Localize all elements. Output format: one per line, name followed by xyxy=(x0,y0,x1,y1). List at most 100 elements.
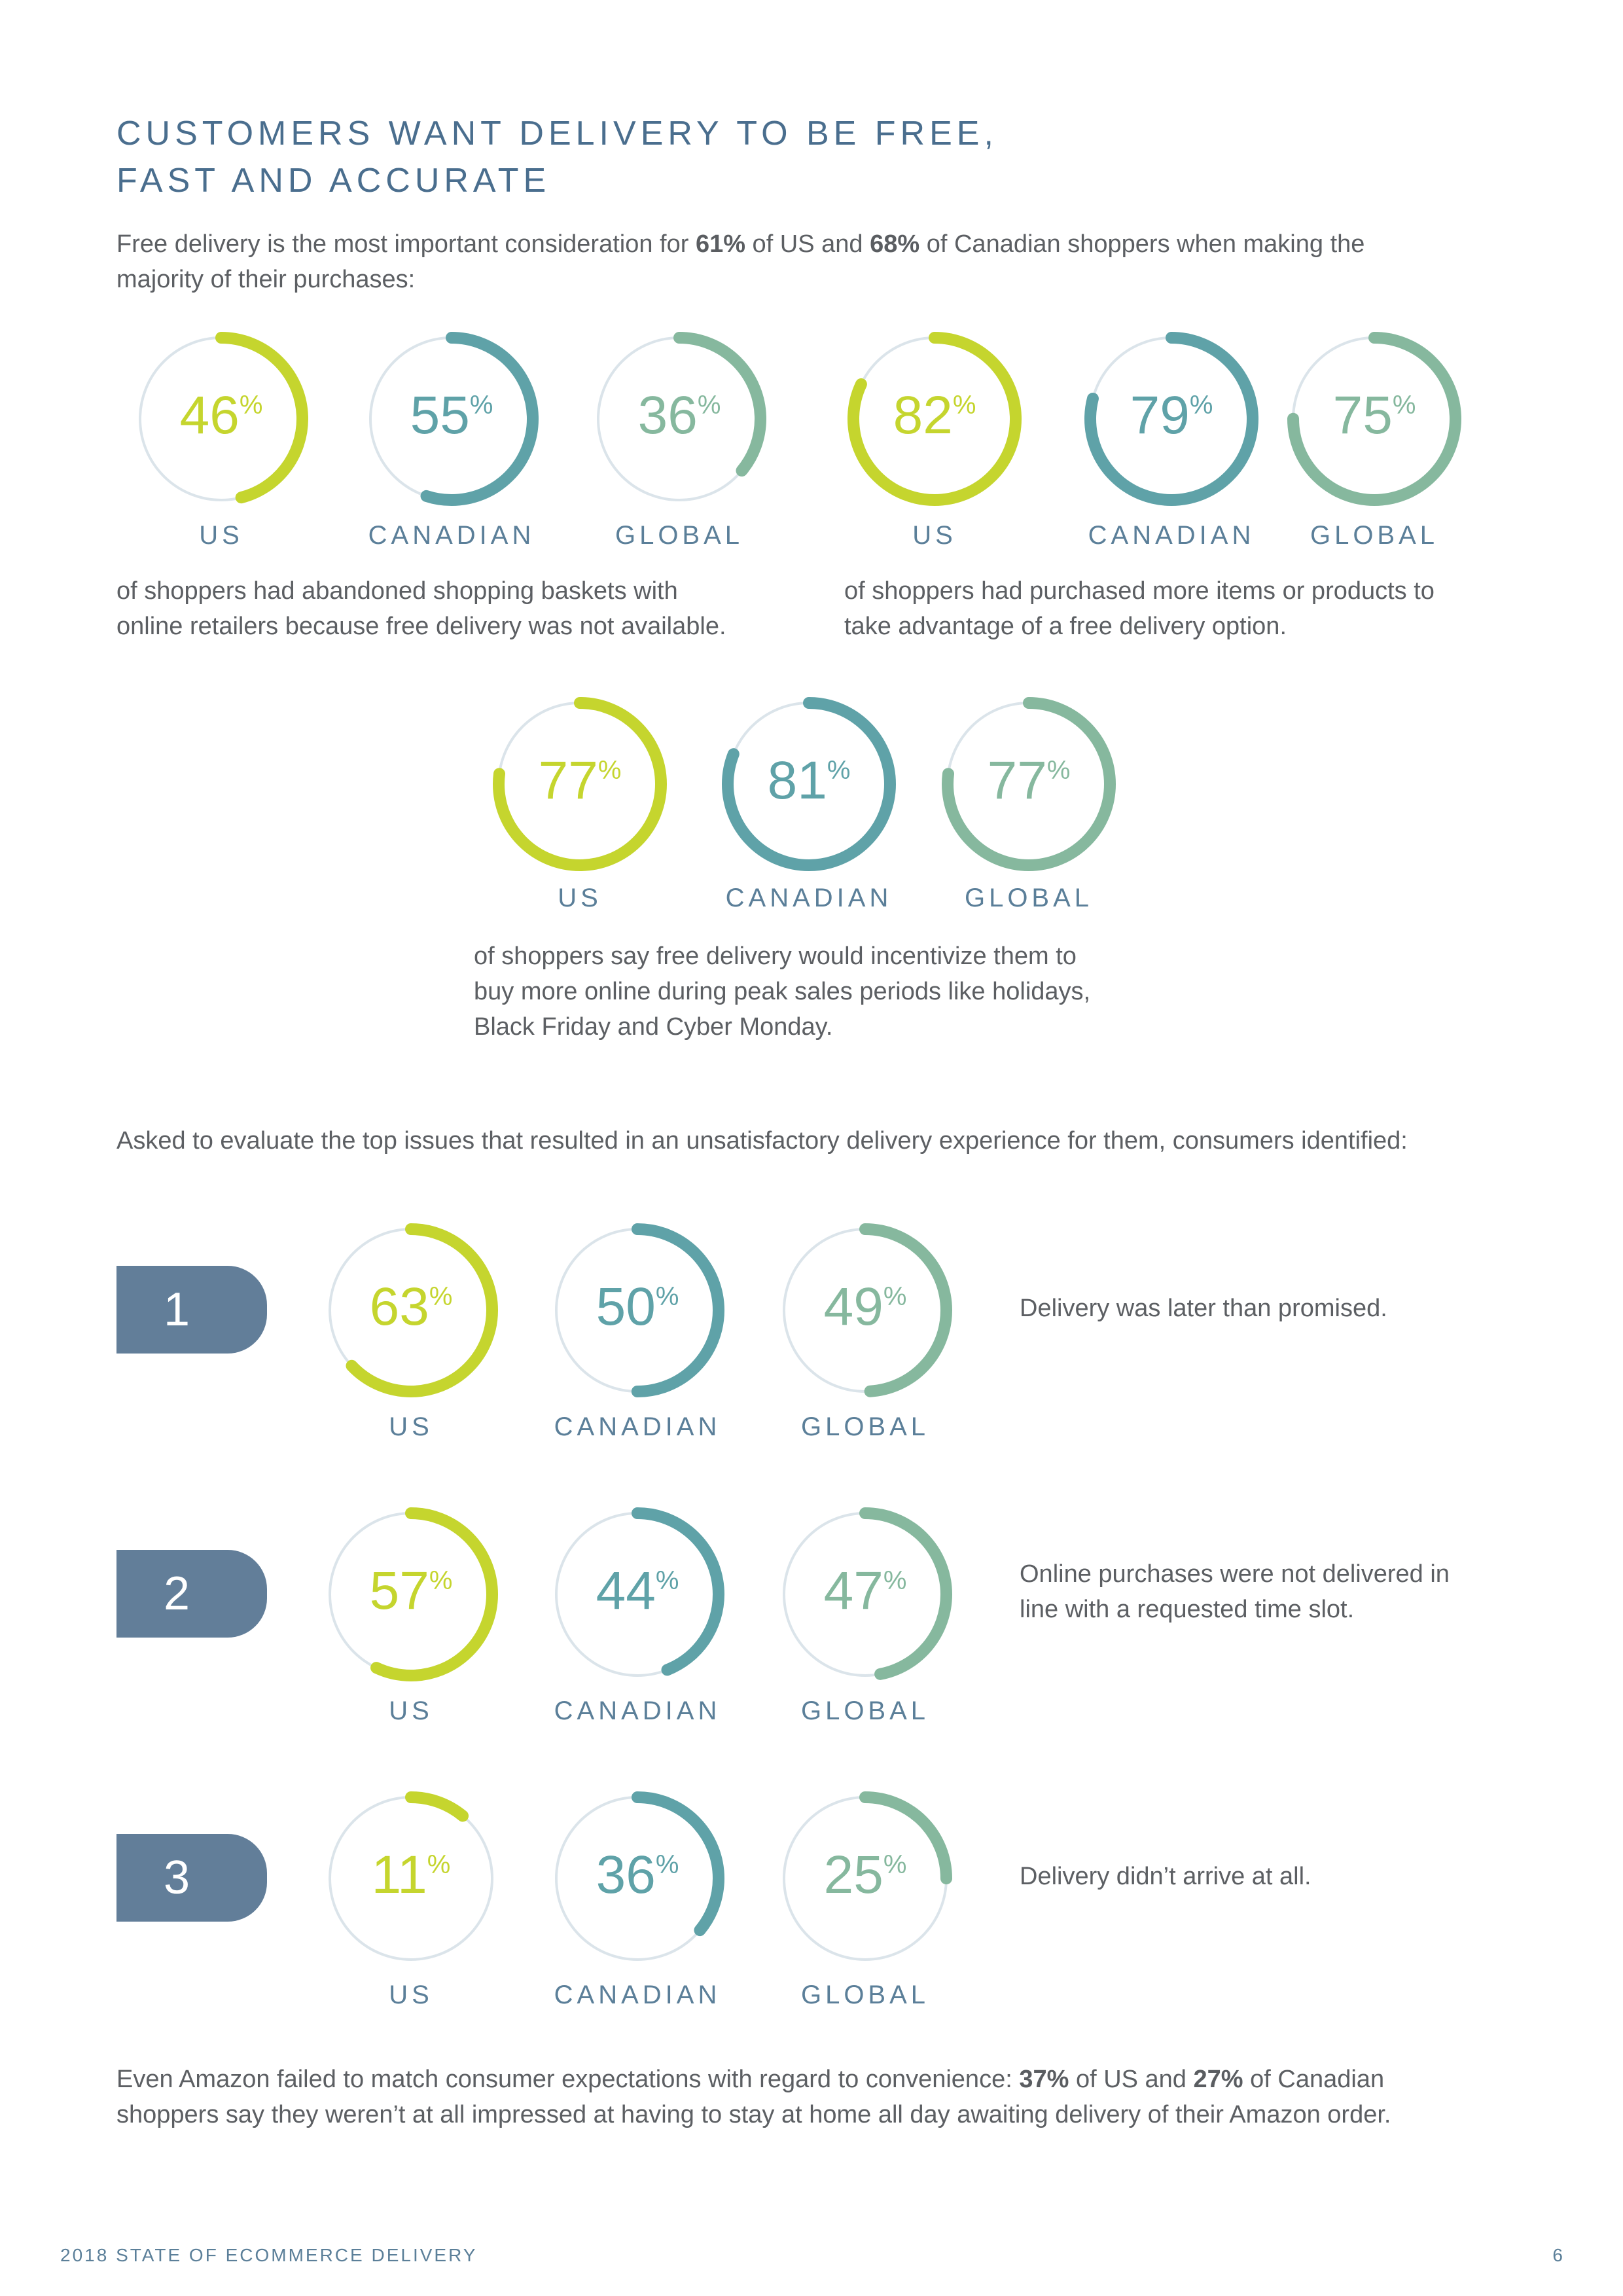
caption-line2: buy more online during peak sales period… xyxy=(474,978,1091,1005)
donut-arc-us xyxy=(493,697,667,871)
donut-arc-canadian xyxy=(550,1791,724,1965)
donut-svg: 82% xyxy=(847,332,1022,506)
donut-value-percent: % xyxy=(427,1850,451,1879)
donut-svg: 50% xyxy=(550,1223,724,1397)
donut-value-percent: % xyxy=(1047,756,1071,785)
donut-arc-global xyxy=(778,1223,952,1397)
intro-canadian-percent: 68% xyxy=(870,230,920,258)
stat-label-canadian: CANADIAN xyxy=(368,521,535,550)
donut-value-number: 77 xyxy=(988,751,1047,810)
donut-value-number: 11 xyxy=(372,1845,427,1905)
stat-donut: 11% xyxy=(313,1780,509,1977)
stat-donut: 57% xyxy=(313,1496,509,1693)
donut-arc-canadian xyxy=(1084,332,1258,506)
intro-text-post: of Canadian shoppers when making the xyxy=(919,230,1365,258)
issues-intro: Asked to evaluate the top issues that re… xyxy=(116,1127,1408,1155)
donut-value-number: 44 xyxy=(596,1561,656,1621)
donut-value-percent: % xyxy=(470,391,493,420)
group-caption: of shoppers had purchased more items or … xyxy=(844,573,1525,644)
donut-arc-canadian xyxy=(722,697,896,871)
donut-value: 44% xyxy=(596,1561,679,1621)
donut-value: 82% xyxy=(893,386,976,445)
closing-text-pre: Even Amazon failed to match consumer exp… xyxy=(116,2066,1020,2093)
donut-arc-global xyxy=(942,697,1116,871)
donut-svg: 25% xyxy=(778,1791,952,1965)
donut-svg: 57% xyxy=(324,1507,498,1681)
donut-svg: 44% xyxy=(550,1507,724,1681)
stat-label-us: US xyxy=(389,1696,433,1725)
stat-label-canadian: CANADIAN xyxy=(554,1412,721,1441)
donut-value-percent: % xyxy=(598,756,622,785)
donut-value: 77% xyxy=(539,751,622,810)
donut-value-number: 82 xyxy=(893,386,953,445)
group-caption: of shoppers had abandoned shopping baske… xyxy=(116,573,810,644)
page-title-line1: CUSTOMERS WANT DELIVERY TO BE FREE, xyxy=(116,115,998,152)
donut-value-number: 63 xyxy=(370,1277,429,1336)
caption-line1: of shoppers say free delivery would ince… xyxy=(474,942,1077,970)
donut-value-number: 25 xyxy=(824,1845,883,1905)
donut-value-percent: % xyxy=(827,756,851,785)
issue-text-line1: Delivery was later than promised. xyxy=(1020,1295,1387,1322)
issue-text: Online purchases were not delivered in l… xyxy=(1020,1556,1543,1627)
donut-value-percent: % xyxy=(1393,391,1416,420)
stat-donut: 63% xyxy=(313,1212,509,1408)
stat-label-canadian: CANADIAN xyxy=(554,1981,721,2009)
stat-donut: 47% xyxy=(767,1496,963,1693)
stat-donut: 49% xyxy=(767,1212,963,1408)
donut-arc-us xyxy=(847,332,1022,506)
donut-value: 79% xyxy=(1130,386,1213,445)
stat-donut: 25% xyxy=(767,1780,963,1977)
donut-value-percent: % xyxy=(883,1850,907,1879)
donut-value-percent: % xyxy=(698,391,721,420)
stat-label-us: US xyxy=(199,521,243,550)
donut-value-percent: % xyxy=(429,1282,453,1311)
closing-canadian-percent: 27% xyxy=(1193,2066,1243,2093)
donut-arc-us xyxy=(134,332,308,506)
stat-label-us: US xyxy=(389,1412,433,1441)
donut-arc-global xyxy=(1287,332,1461,506)
donut-value-number: 79 xyxy=(1130,386,1190,445)
page-number: 6 xyxy=(1552,2245,1563,2265)
donut-value-percent: % xyxy=(953,391,976,420)
stat-donut: 77% xyxy=(931,686,1127,882)
rank-badge: 1 xyxy=(116,1266,267,1354)
intro-text-pre: Free delivery is the most important cons… xyxy=(116,230,696,258)
donut-arc-us xyxy=(324,1223,498,1397)
donut-value-percent: % xyxy=(883,1566,907,1595)
issue-text: Delivery didn’t arrive at all. xyxy=(1020,1859,1543,1894)
donut-value: 36% xyxy=(638,386,721,445)
donut-value-number: 50 xyxy=(596,1277,656,1336)
donut-arc-global xyxy=(778,1507,952,1681)
caption-line2: take advantage of a free delivery option… xyxy=(844,613,1287,640)
closing-text-line2: shoppers say they weren’t at all impress… xyxy=(116,2101,1391,2128)
footer-title: 2018 STATE OF ECOMMERCE DELIVERY xyxy=(60,2245,478,2265)
stat-label-global: GLOBAL xyxy=(800,1696,930,1725)
rank-badge: 2 xyxy=(116,1550,267,1638)
stat-donut: 36% xyxy=(581,321,777,517)
donut-value-number: 36 xyxy=(638,386,698,445)
stat-label-global: GLOBAL xyxy=(800,1412,930,1441)
donut-value-percent: % xyxy=(656,1566,679,1595)
donut-svg: 55% xyxy=(365,332,539,506)
stat-label-canadian: CANADIAN xyxy=(554,1696,721,1725)
donut-svg: 11% xyxy=(324,1791,498,1965)
page-title-line2: FAST AND ACCURATE xyxy=(116,162,551,200)
stat-donut: 36% xyxy=(539,1780,736,1977)
donut-value-number: 77 xyxy=(539,751,598,810)
stat-label-canadian: CANADIAN xyxy=(725,884,893,912)
stat-donut: 55% xyxy=(353,321,550,517)
donut-arc-canadian xyxy=(550,1223,724,1397)
donut-svg: 49% xyxy=(778,1223,952,1397)
intro-us-percent: 61% xyxy=(695,230,745,258)
issue-text: Delivery was later than promised. xyxy=(1020,1291,1543,1326)
closing-paragraph: Even Amazon failed to match consumer exp… xyxy=(116,2062,1556,2132)
donut-svg: 77% xyxy=(942,697,1116,871)
stat-donut: 82% xyxy=(836,321,1033,517)
donut-value-number: 57 xyxy=(370,1561,429,1621)
donut-value: 25% xyxy=(824,1845,907,1905)
page-title: CUSTOMERS WANT DELIVERY TO BE FREE, FAST… xyxy=(116,110,1164,204)
donut-arc-us xyxy=(324,1791,498,1965)
donut-value-number: 46 xyxy=(180,386,240,445)
closing-text-post: of Canadian xyxy=(1243,2066,1385,2093)
donut-value-number: 81 xyxy=(768,751,827,810)
